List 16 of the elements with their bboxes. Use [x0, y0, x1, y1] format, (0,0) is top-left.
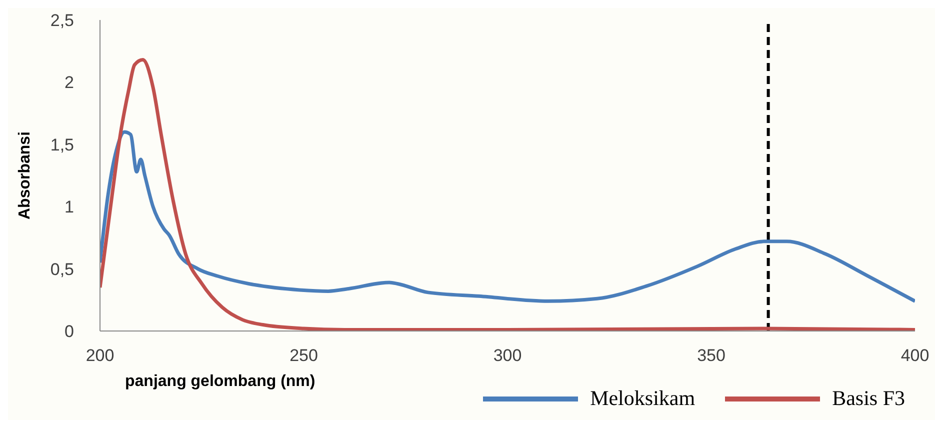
- x-tick-label: 300: [493, 346, 522, 366]
- y-tick-label: 1: [64, 198, 74, 217]
- y-axis-title: Absorbansi: [16, 131, 34, 220]
- y-tick-label: 0,5: [50, 260, 74, 279]
- x-axis-title: panjang gelombang (nm): [125, 373, 316, 390]
- y-tick-label: 2: [64, 73, 74, 92]
- y-tick-label: 1,5: [50, 135, 74, 154]
- x-tick-label: 400: [900, 346, 930, 366]
- x-tick-label: 350: [697, 346, 726, 366]
- legend-label: Basis F3: [832, 386, 905, 411]
- y-tick-label: 0: [64, 322, 74, 342]
- legend-label: Meloksikam: [590, 386, 696, 411]
- line-series: [100, 130, 915, 303]
- y-tick-label: 2,5: [50, 11, 74, 30]
- x-tick-label: 200: [86, 346, 114, 366]
- x-tick-label: 250: [290, 346, 318, 366]
